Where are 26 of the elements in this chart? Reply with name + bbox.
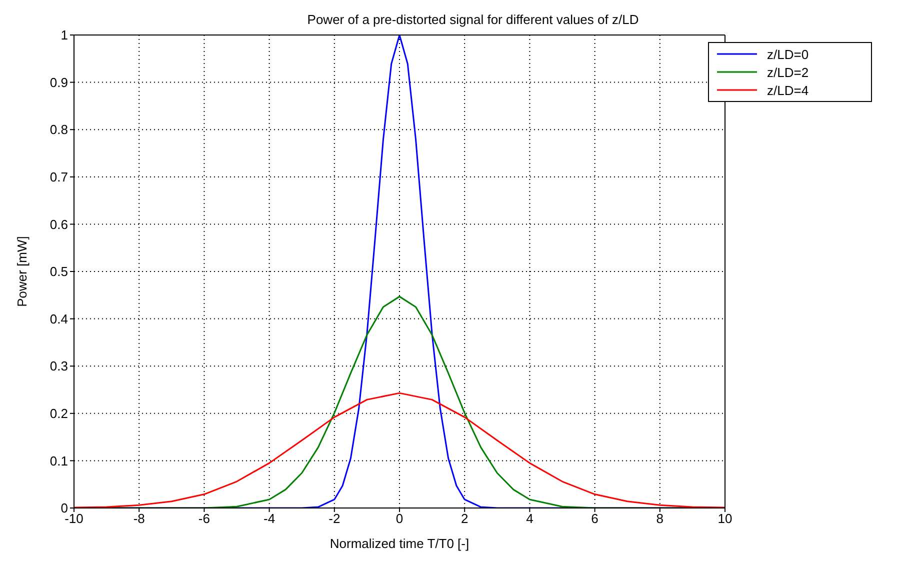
y-axis-title: Power [mW]	[14, 236, 30, 307]
x-tick-label: 2	[460, 511, 468, 526]
y-tick-label: 0.1	[50, 453, 68, 468]
x-tick-label: -6	[198, 511, 210, 526]
x-tick-label: 4	[526, 511, 534, 526]
y-tick-label: 0.7	[50, 170, 68, 185]
x-tick-label: -2	[328, 511, 340, 526]
x-tick-label: -4	[264, 511, 276, 526]
y-tick-label: 0.4	[50, 311, 68, 326]
x-tick-label: 8	[656, 511, 664, 526]
x-tick-label: 10	[718, 511, 732, 526]
legend-label: z/LD=0	[767, 46, 809, 62]
legend-label: z/LD=4	[767, 82, 809, 98]
x-tick-label: 0	[396, 511, 404, 526]
y-tick-label: 0.6	[50, 216, 68, 232]
y-tick-label: 0.9	[50, 74, 68, 90]
y-tick-label: 1	[60, 28, 68, 43]
y-tick-label: 0.5	[50, 264, 68, 280]
x-axis-title: Normalized time T/T0 [-]	[330, 536, 470, 551]
y-tick-label: 0.2	[50, 406, 68, 422]
y-tick-label: 0.3	[50, 358, 68, 374]
x-tick-label: -8	[133, 511, 145, 526]
x-tick-label: 6	[591, 511, 598, 526]
y-tick-label: 0.8	[50, 122, 68, 138]
chart-title: Power of a pre-distorted signal for different values of z/LD	[306, 12, 640, 27]
legend-label: z/LD=2	[767, 64, 809, 80]
